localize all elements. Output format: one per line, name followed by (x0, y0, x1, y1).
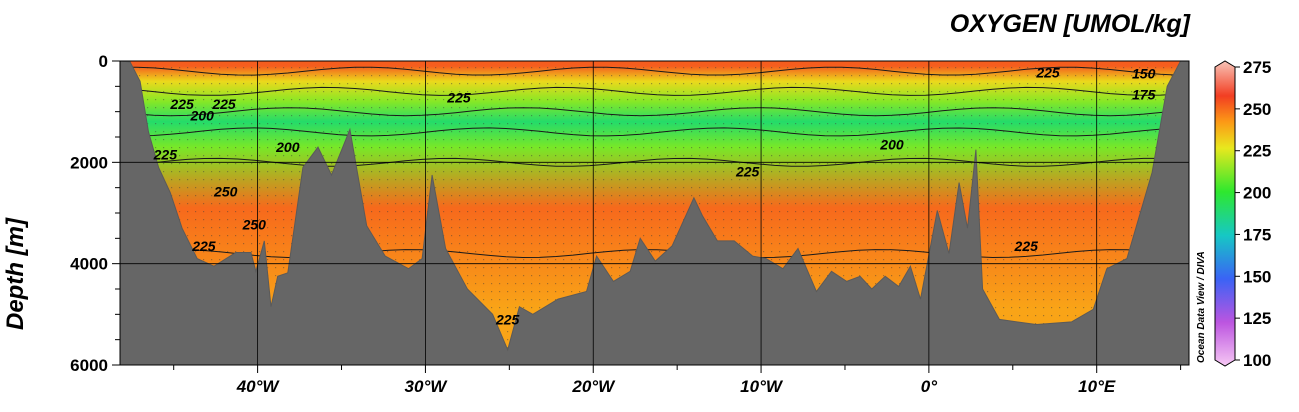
contour-label: 225 (495, 311, 520, 327)
contour-label: 225 (211, 96, 236, 112)
y-axis-ticks: 0 2000 4000 6000 (70, 52, 120, 375)
colorbar-tick-label: 150 (1243, 267, 1271, 286)
contour-label: 250 (242, 217, 267, 233)
colorbar-tick-label: 225 (1243, 142, 1271, 161)
colorbar: 100 125 150 175 200 225 250 275 (1214, 58, 1271, 370)
colorbar-tick-label: 250 (1243, 100, 1271, 119)
colorbar-tick-label: 100 (1243, 351, 1271, 370)
contour-lines (120, 66, 1178, 259)
contour-label: 225 (446, 89, 471, 105)
x-tick-label: 10°W (740, 377, 784, 396)
contour-label: 225 (153, 147, 178, 163)
colorbar-gradient (1214, 60, 1236, 367)
contour-line (120, 107, 1178, 117)
colorbar-tick-label: 125 (1243, 309, 1271, 328)
y-tick-label: 4000 (70, 255, 108, 274)
contour-label: 225 (735, 163, 760, 179)
colorbar-tick-label: 200 (1243, 184, 1271, 203)
contour-label: 250 (213, 184, 238, 200)
x-tick-label: 40°W (236, 377, 281, 396)
contour-label: 200 (275, 139, 300, 155)
colorbar-tick-label: 175 (1243, 225, 1271, 244)
x-tick-label: 20°W (571, 377, 616, 396)
x-axis-ticks: 40°W 30°W 20°W 10°W 0° 10°E (173, 365, 1182, 396)
contour-label: 225 (191, 238, 216, 254)
contour-label: 225 (1014, 238, 1039, 254)
contour-label: 200 (879, 137, 904, 153)
contour-label: 225 (169, 96, 194, 112)
chart-title: OXYGEN [UMOL/kg] (949, 10, 1190, 38)
contour-label: 175 (1132, 86, 1156, 102)
colorbar-ticks: 100 125 150 175 200 225 250 275 (1235, 58, 1271, 370)
contour-line (120, 86, 1178, 96)
y-tick-label: 2000 (70, 153, 108, 172)
contour-label: 200 (190, 108, 215, 124)
contour-label: 150 (1132, 66, 1156, 82)
y-tick-label: 0 (99, 52, 108, 71)
colorbar-tick-label: 275 (1243, 58, 1271, 77)
x-tick-label: 10°E (1078, 377, 1116, 396)
grid-lines (120, 61, 1189, 365)
x-tick-label: 30°W (405, 377, 449, 396)
contour-line (120, 157, 1178, 167)
seafloor-bathymetry (120, 61, 1189, 365)
contour-line (120, 66, 1178, 76)
y-tick-label: 6000 (70, 356, 108, 375)
contour-line (120, 127, 1178, 137)
contour-label: 225 (1035, 65, 1060, 81)
x-tick-label: 0° (921, 377, 937, 396)
